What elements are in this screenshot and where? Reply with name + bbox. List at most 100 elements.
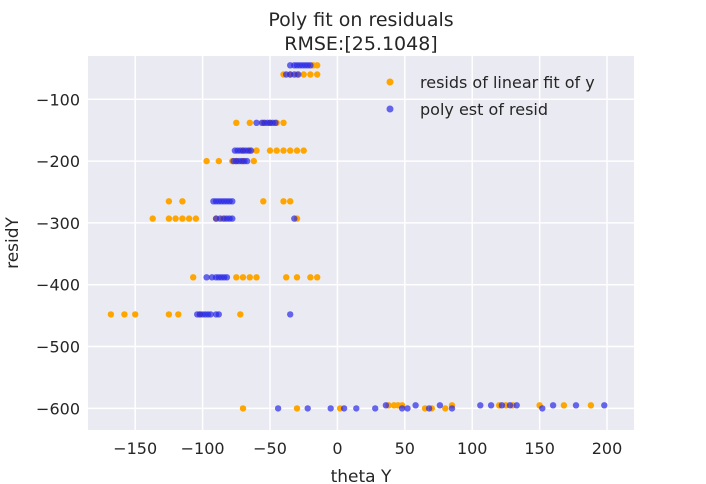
poly-est-point xyxy=(291,215,298,222)
resid-point xyxy=(293,405,301,412)
poly-est-point xyxy=(425,405,433,412)
chart-subtitle: RMSE:[25.1048] xyxy=(284,33,437,55)
x-tick-label: 50 xyxy=(395,439,415,458)
y-tick-labels: −100 −200 −300 −400 −500 −600 xyxy=(36,90,80,418)
resid-point xyxy=(203,157,210,165)
poly-est-point xyxy=(487,402,495,409)
resid-point xyxy=(253,274,260,281)
legend-marker-resids xyxy=(386,78,394,86)
resid-point xyxy=(293,274,301,281)
x-tick-labels: −150 −100 −50 0 50 100 150 200 xyxy=(113,439,622,458)
resid-point xyxy=(165,311,173,318)
data-points xyxy=(107,62,608,412)
poly-est-point xyxy=(274,405,282,412)
resid-point xyxy=(179,215,186,222)
resid-point xyxy=(300,71,307,78)
resid-point xyxy=(283,274,290,281)
y-tick-label: −600 xyxy=(36,399,80,418)
resid-point xyxy=(185,215,193,222)
resid-point xyxy=(560,402,568,409)
resid-point xyxy=(233,119,240,127)
resid-point xyxy=(442,405,449,412)
poly-est-point xyxy=(287,311,294,318)
y-tick-label: −200 xyxy=(36,152,80,171)
legend-marker-poly xyxy=(386,105,394,113)
resid-point xyxy=(172,215,179,222)
plot-area-background xyxy=(88,56,634,430)
poly-est-point xyxy=(229,215,236,222)
poly-est-point xyxy=(207,311,214,318)
poly-est-point xyxy=(601,402,608,409)
resid-point xyxy=(250,157,257,165)
poly-est-point xyxy=(498,402,506,409)
resid-point xyxy=(287,147,294,154)
poly-est-point xyxy=(404,405,411,412)
y-tick-label: −500 xyxy=(36,338,80,357)
resid-point xyxy=(293,147,301,154)
resid-point xyxy=(175,311,182,318)
resid-point xyxy=(280,147,287,154)
x-tick-label: −150 xyxy=(113,439,157,458)
resid-point xyxy=(192,215,200,222)
poly-est-point xyxy=(307,62,314,69)
resid-point xyxy=(260,198,267,205)
poly-est-point xyxy=(272,119,279,127)
resid-point xyxy=(314,71,321,78)
poly-est-point xyxy=(203,274,210,281)
poly-est-point xyxy=(253,119,260,127)
y-axis-label: residY xyxy=(3,216,23,268)
poly-est-point xyxy=(412,402,419,409)
poly-est-point xyxy=(372,405,379,412)
poly-est-point xyxy=(327,405,334,412)
poly-est-point xyxy=(340,405,348,412)
poly-est-point xyxy=(549,402,557,409)
resid-point xyxy=(246,274,253,281)
poly-est-point xyxy=(572,402,580,409)
poly-est-point xyxy=(223,274,231,281)
legend-label-resids: resids of linear fit of y xyxy=(420,73,595,92)
resid-point xyxy=(239,405,247,412)
x-tick-label: 0 xyxy=(332,439,342,458)
y-tick-label: −400 xyxy=(36,276,80,295)
resid-point xyxy=(307,71,314,78)
x-tick-label: −100 xyxy=(181,439,225,458)
resid-point xyxy=(587,402,595,409)
poly-est-point xyxy=(295,71,302,78)
x-tick-label: 150 xyxy=(524,439,555,458)
poly-est-point xyxy=(229,198,236,205)
resid-point xyxy=(190,274,197,281)
poly-est-point xyxy=(436,402,444,409)
resid-point xyxy=(314,62,321,69)
resid-point xyxy=(165,198,173,205)
resid-point xyxy=(314,274,321,281)
resid-point xyxy=(132,311,139,318)
poly-est-point xyxy=(448,405,456,412)
resid-point xyxy=(179,198,186,205)
y-tick-label: −300 xyxy=(36,214,80,233)
resid-point xyxy=(121,311,128,318)
resid-point xyxy=(107,311,115,318)
resid-point xyxy=(273,147,280,154)
resid-point xyxy=(165,215,173,222)
x-tick-label: −50 xyxy=(253,439,287,458)
resid-point xyxy=(149,215,156,222)
poly-est-point xyxy=(353,405,360,412)
poly-est-point xyxy=(247,147,255,154)
resid-point xyxy=(280,198,287,205)
resid-point xyxy=(266,147,274,154)
poly-est-point xyxy=(506,402,514,409)
poly-est-point xyxy=(243,157,251,165)
poly-est-point xyxy=(477,402,484,409)
resid-point xyxy=(237,311,244,318)
x-tick-label: 200 xyxy=(592,439,623,458)
legend-label-poly: poly est of resid xyxy=(420,100,548,119)
resid-point xyxy=(253,147,260,154)
poly-est-point xyxy=(382,402,390,409)
poly-est-point xyxy=(513,402,520,409)
resid-point xyxy=(280,119,287,127)
x-axis-label: theta Y xyxy=(331,467,392,484)
poly-est-point xyxy=(398,405,406,412)
poly-est-point xyxy=(539,405,546,412)
poly-est-point xyxy=(215,311,222,318)
